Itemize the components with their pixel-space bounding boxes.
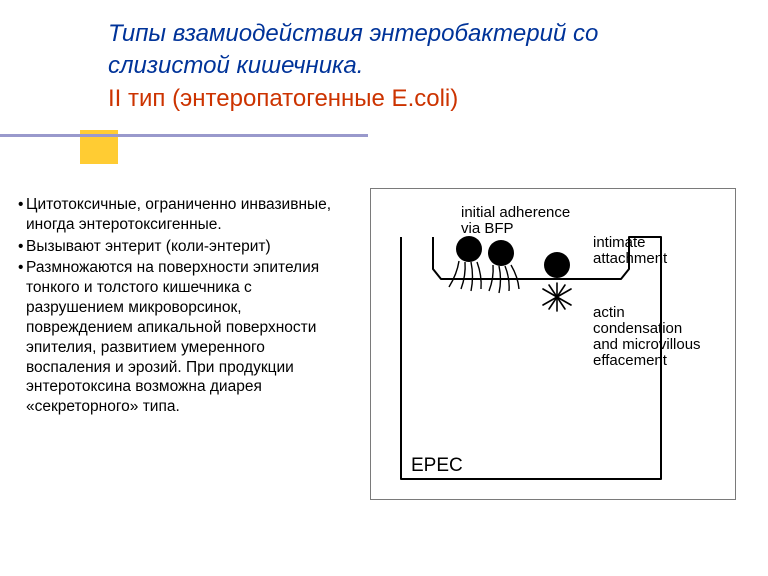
- svg-text:EPEC: EPEC: [411, 455, 463, 476]
- title-main: Типы взамиодействия энтеробактерий со сл…: [108, 20, 598, 79]
- svg-text:actin: actin: [593, 304, 625, 321]
- svg-text:intimate: intimate: [593, 234, 646, 251]
- bullet-item: Размножаются на поверхности эпителия тон…: [18, 258, 348, 417]
- accent-line-icon: [0, 134, 368, 137]
- svg-text:condensation: condensation: [593, 320, 682, 337]
- svg-text:attachment: attachment: [593, 250, 668, 267]
- svg-text:initial adherence: initial adherence: [461, 204, 570, 221]
- title-block: Типы взамиодействия энтеробактерий со сл…: [108, 18, 668, 115]
- epec-diagram: initial adherencevia BFP intimateattachme…: [370, 188, 736, 500]
- epec-diagram-svg: initial adherencevia BFP intimateattachme…: [371, 189, 735, 499]
- svg-text:and microvillous: and microvillous: [593, 336, 701, 353]
- svg-text:via BFP: via BFP: [461, 220, 514, 237]
- slide: Типы взамиодействия энтеробактерий со сл…: [0, 0, 768, 576]
- title-sub: II тип (энтеропатогенные E.coli): [108, 85, 458, 112]
- bullet-item: Вызывают энтерит (коли-энтерит): [18, 237, 348, 257]
- svg-text:effacement: effacement: [593, 352, 668, 369]
- bullet-list: Цитотоксичные, ограниченно инвазивные, и…: [18, 195, 348, 419]
- bullet-item: Цитотоксичные, ограниченно инвазивные, и…: [18, 195, 348, 235]
